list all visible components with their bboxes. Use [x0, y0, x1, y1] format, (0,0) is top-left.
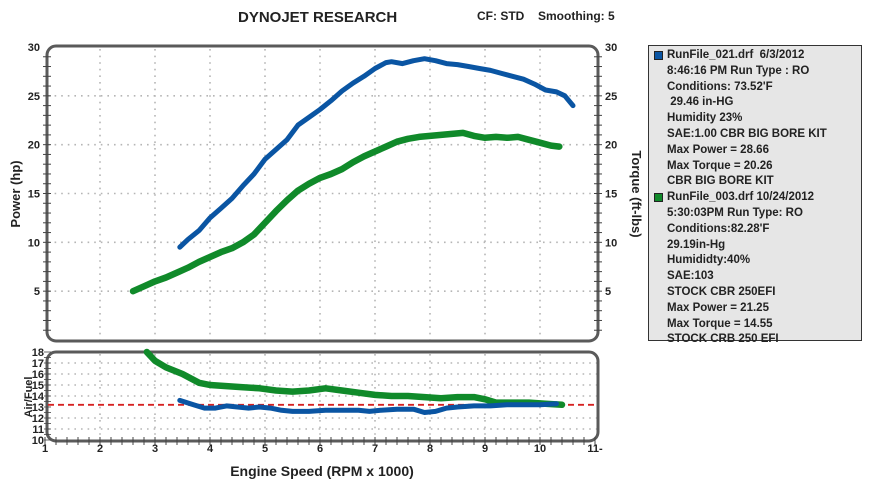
- legend-text: STOCK CRB 250 EFI: [667, 333, 779, 346]
- y-tick-label-afr: 14: [32, 391, 45, 403]
- legend-color-swatch: [654, 51, 663, 60]
- legend-text: Conditions:82.28'F: [667, 222, 770, 235]
- legend-text: CBR BIG BORE KIT: [667, 175, 774, 188]
- legend-run-title: RunFile_021.drf 6/3/2012: [653, 48, 861, 64]
- x-tick-label: 3: [152, 443, 158, 455]
- y-tick-label-torque: 10: [605, 237, 617, 249]
- x-tick-label: 2: [97, 443, 103, 455]
- y-tick-label-afr: 15: [32, 380, 44, 392]
- legend-run-detail: STOCK CRB 250 EFI: [653, 332, 861, 348]
- y-tick-label-power: 30: [28, 42, 40, 54]
- legend-run-detail: 29.46 in-HG: [653, 95, 861, 111]
- power-series-line-run003: [129, 129, 563, 295]
- legend-run-detail: 5:30:03PM Run Type: RO: [653, 206, 861, 222]
- legend-run-detail: Humididty:40%: [653, 253, 861, 269]
- x-tick-label: 5: [262, 443, 268, 455]
- legend-text: 5:30:03PM Run Type: RO: [667, 206, 803, 219]
- afr-series: [143, 348, 566, 415]
- afr-axis-ticks: [44, 351, 596, 445]
- x-tick-label: 11-: [587, 443, 603, 455]
- y-tick-label-torque: 30: [605, 42, 617, 54]
- y-axis-title-afr: Air/Fuel: [23, 377, 35, 418]
- legend-text: 29.19in-Hg: [667, 238, 726, 251]
- legend-text: RunFile_003.drf 10/24/2012: [667, 191, 815, 204]
- x-tick-label: 4: [207, 443, 214, 455]
- afr-series-line-run003: [143, 348, 566, 409]
- x-axis-title: Engine Speed (RPM x 1000): [230, 463, 414, 479]
- chart-title: DYNOJET RESEARCH: [238, 9, 398, 26]
- legend-text: STOCK CBR 250EFI: [667, 285, 776, 298]
- y-tick-label-afr: 13: [32, 402, 44, 414]
- afr-grid: [48, 354, 597, 440]
- legend-run-detail: 29.19in-Hg: [653, 238, 861, 254]
- legend-text: RunFile_021.drf 6/3/2012: [667, 49, 805, 61]
- legend-run-detail: STOCK CBR 250EFI: [653, 285, 861, 301]
- y-tick-label-afr: 12: [32, 413, 44, 425]
- afr-series-line-run021: [177, 397, 559, 415]
- x-tick-label: 8: [427, 443, 433, 455]
- x-tick-label: 1: [42, 443, 48, 455]
- legend-text: Max Power = 28.66: [667, 143, 769, 156]
- legend-text: SAE:103: [667, 270, 714, 283]
- legend-color-swatch: [654, 193, 663, 203]
- y-tick-label-afr: 10: [32, 435, 44, 447]
- legend-text: Max Power = 21.25: [667, 301, 769, 314]
- legend-run-detail: Conditions: 73.52'F: [653, 80, 861, 96]
- y-axis-title-power: Power (hp): [8, 160, 23, 227]
- y-tick-label-torque: 25: [605, 91, 617, 103]
- legend-text: SAE:1.00 CBR BIG BORE KIT: [667, 127, 827, 140]
- legend-run-detail: SAE:1.00 CBR BIG BORE KIT: [653, 127, 861, 143]
- legend-text: Max Torque = 14.55: [667, 317, 773, 330]
- power-plot-frame: [45, 44, 600, 343]
- legend-text: 8:46:16 PM Run Type : RO: [667, 64, 810, 77]
- run-legend: RunFile_021.drf 6/3/2012 8:46:16 PM Run T…: [648, 45, 862, 345]
- legend-text: Conditions: 73.52'F: [667, 80, 773, 93]
- legend-run-detail: Max Torque = 20.26: [653, 159, 861, 175]
- y-axis-title-torque: Torque (ft-lbs): [629, 150, 644, 237]
- legend-run-detail: Max Power = 28.66: [653, 143, 861, 159]
- x-tick-label: 7: [372, 443, 378, 455]
- y-tick-label-afr: 16: [32, 369, 44, 381]
- afr-plot-frame: [45, 350, 600, 443]
- y-tick-label-power: 20: [28, 140, 40, 152]
- power-series-line-run021: [177, 56, 576, 250]
- x-tick-label: 10: [534, 443, 546, 455]
- y-tick-label-power: 5: [34, 286, 40, 298]
- legend-text: Max Torque = 20.26: [667, 159, 773, 172]
- y-tick-label-power: 25: [28, 91, 40, 103]
- legend-run-detail: Max Power = 21.25: [653, 301, 861, 317]
- legend-run-detail: 8:46:16 PM Run Type : RO: [653, 64, 861, 80]
- legend-run-detail: Max Torque = 14.55: [653, 317, 861, 333]
- power-grid: [48, 49, 597, 340]
- legend-run-title: RunFile_003.drf 10/24/2012: [653, 190, 861, 206]
- legend-run-detail: SAE:103: [653, 269, 861, 285]
- y-tick-label-torque: 20: [605, 140, 617, 152]
- y-tick-label-afr: 11: [32, 424, 44, 436]
- x-tick-label: 9: [482, 443, 488, 455]
- y-tick-label-afr: 18: [32, 347, 44, 359]
- y-tick-label-power: 15: [28, 189, 40, 201]
- power-axis-ticks: [43, 56, 602, 331]
- legend-text: Humididty:40%: [667, 254, 751, 267]
- y-tick-label-torque: 15: [605, 189, 617, 201]
- legend-run-detail: Conditions:82.28'F: [653, 222, 861, 238]
- legend-run-detail: CBR BIG BORE KIT: [653, 174, 861, 190]
- y-tick-label-torque: 5: [605, 286, 611, 298]
- x-tick-label: 6: [317, 443, 323, 455]
- y-tick-label-power: 10: [28, 237, 40, 249]
- smoothing-label: Smoothing: 5: [538, 9, 615, 23]
- y-tick-label-afr: 17: [32, 358, 44, 370]
- power-torque-series: [129, 56, 576, 295]
- correction-factor-label: CF: STD: [477, 9, 525, 23]
- legend-text: 29.46 in-HG: [667, 96, 734, 109]
- legend-text: Humidity 23%: [667, 112, 743, 125]
- legend-run-detail: Humidity 23%: [653, 111, 861, 127]
